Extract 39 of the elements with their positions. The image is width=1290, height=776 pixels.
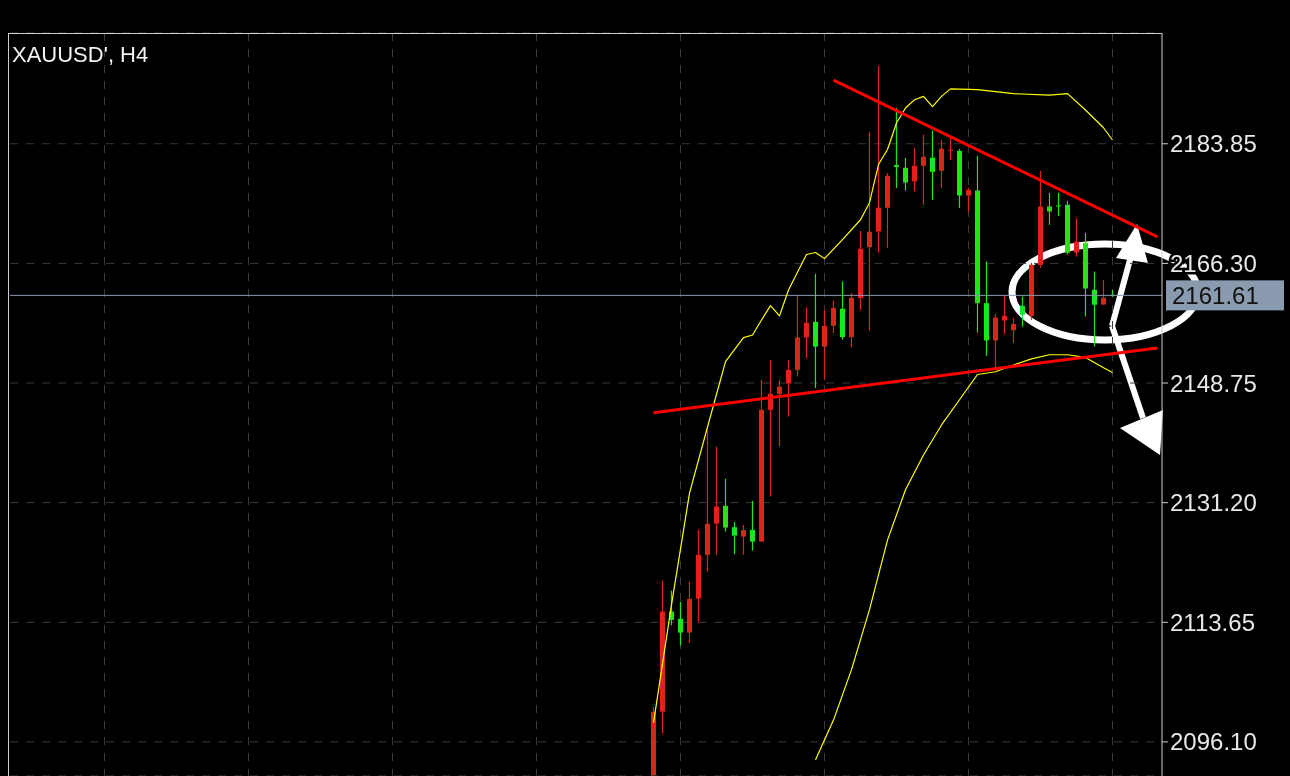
- candlestick: [875, 65, 881, 254]
- y-tick-label: 2113.65: [1170, 608, 1255, 636]
- candlestick: [902, 157, 908, 192]
- candlestick: [785, 359, 791, 418]
- candlestick: [1073, 217, 1079, 258]
- y-tick-label: 2148.75: [1170, 369, 1257, 397]
- y-tick-label: 2131.20: [1170, 489, 1257, 517]
- candlestick: [803, 306, 809, 359]
- candlestick: [677, 601, 683, 647]
- line-series: [652, 88, 1114, 724]
- candlestick: [1046, 192, 1052, 226]
- candlestick: [866, 131, 872, 332]
- candlestick: [947, 136, 953, 161]
- candlestick: [740, 524, 746, 556]
- candlestick: [920, 134, 926, 206]
- candlestick: [1019, 295, 1025, 328]
- y-tick-label: 2096.10: [1170, 728, 1257, 756]
- chart-title: XAUUSD', H4: [12, 42, 149, 68]
- candlestick: [713, 445, 719, 556]
- candlestick: [929, 130, 935, 201]
- candlestick: [965, 187, 971, 213]
- candlestick: [830, 299, 836, 334]
- candlestick: [893, 107, 899, 189]
- candlestick: [1001, 294, 1007, 335]
- candlestick: [1010, 317, 1016, 344]
- candlestick: [992, 313, 998, 369]
- candlestick: [776, 379, 782, 448]
- candlestick: [749, 500, 755, 552]
- candlestick: [1100, 279, 1106, 306]
- y-tick-label: 2183.85: [1170, 130, 1257, 158]
- candlestick: [821, 309, 827, 381]
- line-series: [814, 354, 1114, 761]
- candlestick: [731, 521, 737, 555]
- candlestick: [722, 478, 728, 533]
- ref-line-label: 2161.61: [1172, 282, 1259, 310]
- candlestick: [938, 139, 944, 189]
- candlestick: [1055, 192, 1061, 217]
- candlestick: [1091, 270, 1097, 348]
- candlestick: [911, 147, 917, 193]
